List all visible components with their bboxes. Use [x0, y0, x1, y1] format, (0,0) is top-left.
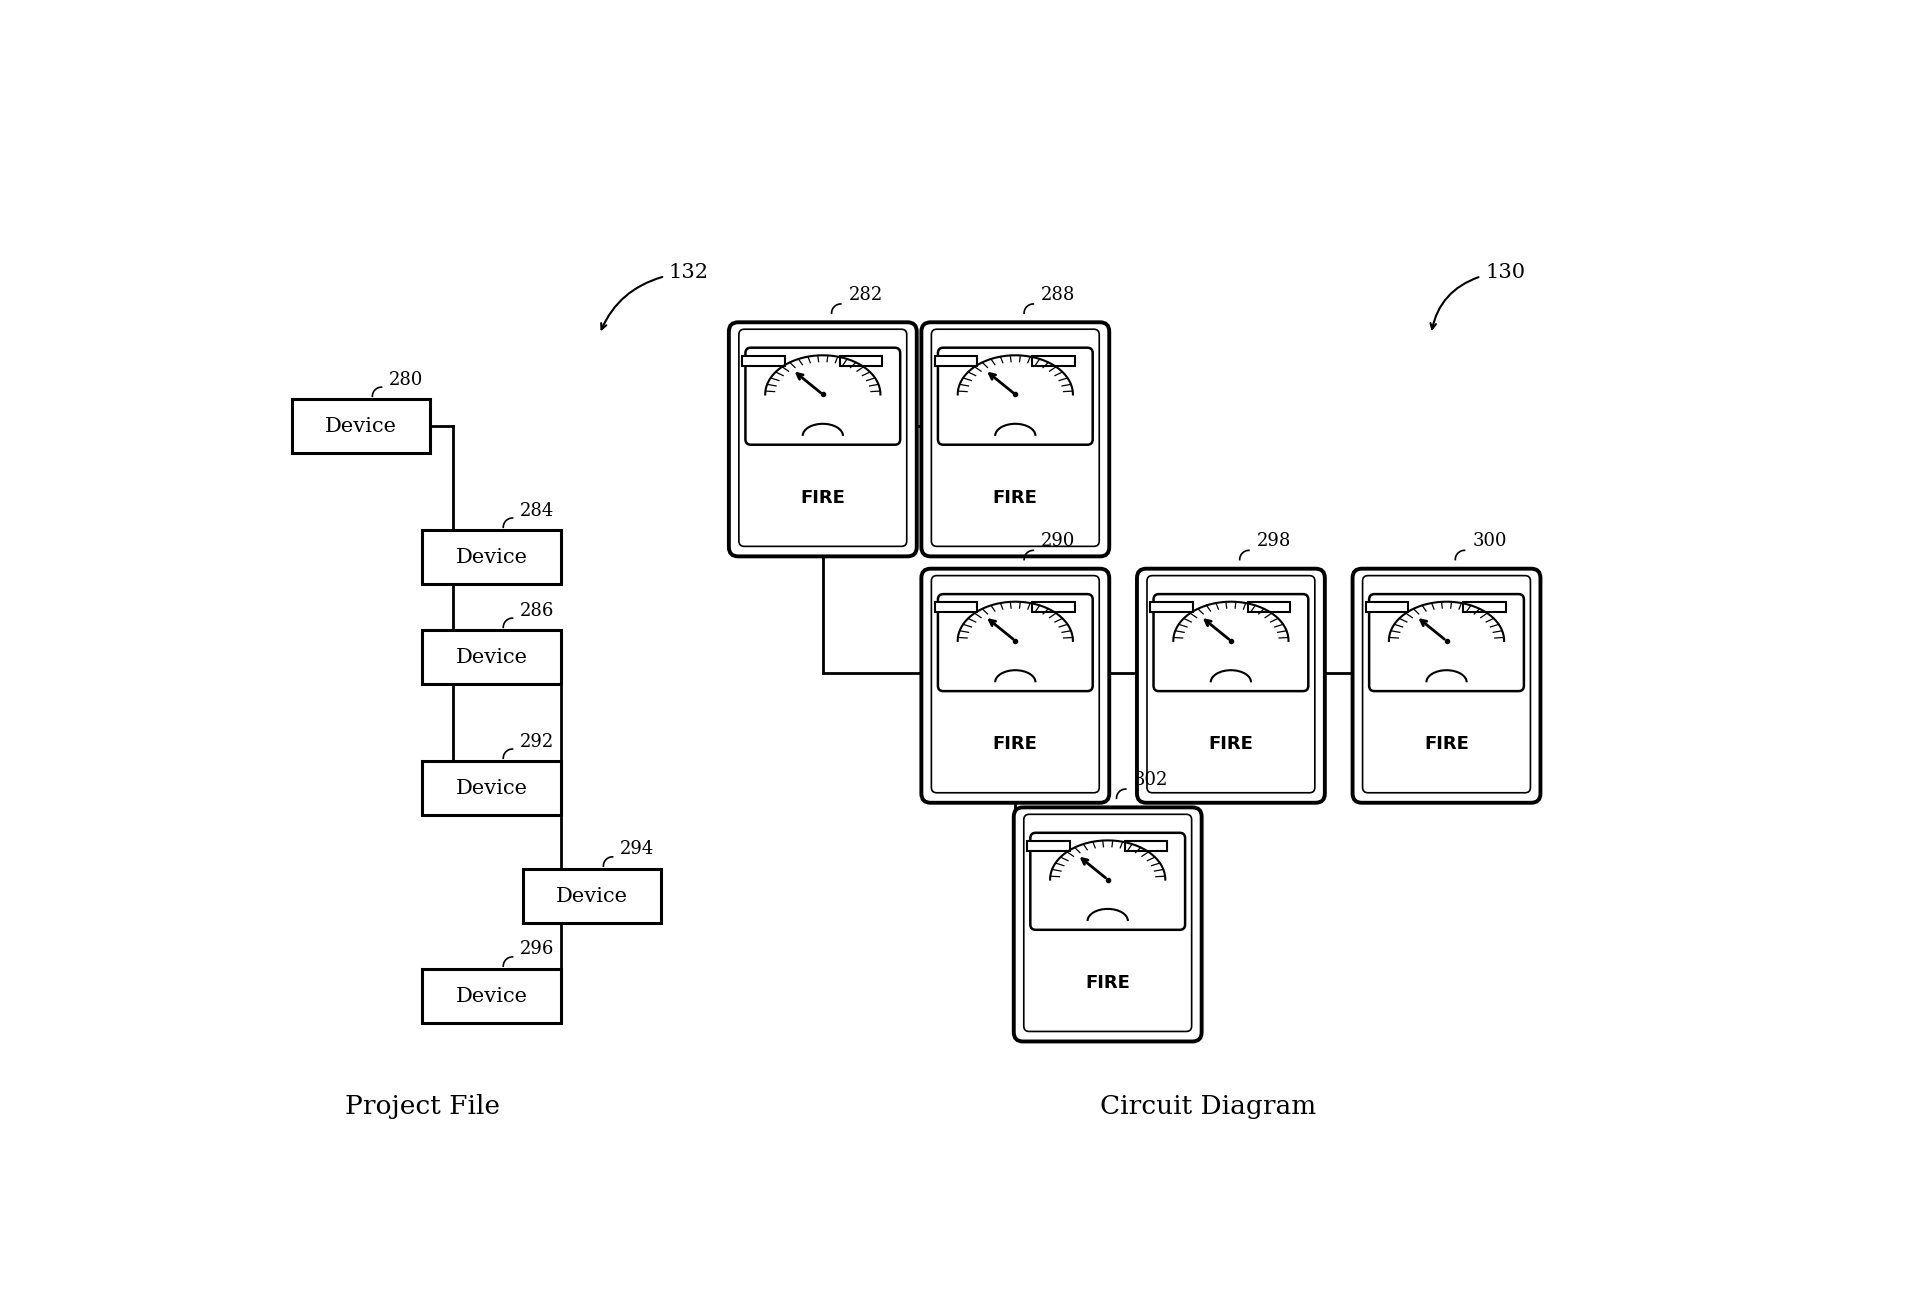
Text: 292: 292	[519, 732, 554, 751]
FancyBboxPatch shape	[1154, 595, 1308, 691]
FancyBboxPatch shape	[1013, 808, 1202, 1042]
Text: Circuit Diagram: Circuit Diagram	[1100, 1094, 1315, 1119]
Bar	[1150, 602, 1192, 613]
Text: 132: 132	[669, 263, 708, 282]
Text: 280: 280	[388, 371, 423, 389]
Text: 130: 130	[1485, 263, 1525, 282]
Text: 302: 302	[1133, 771, 1167, 790]
Bar	[1033, 602, 1075, 613]
Bar	[1248, 602, 1290, 613]
Text: 286: 286	[519, 601, 554, 619]
Bar	[838, 356, 881, 366]
Text: FIRE: FIRE	[992, 489, 1036, 506]
Bar	[423, 969, 562, 1023]
Text: FIRE: FIRE	[800, 489, 844, 506]
Text: FIRE: FIRE	[992, 735, 1036, 753]
Text: Device: Device	[556, 886, 627, 905]
Bar	[935, 602, 977, 613]
Bar	[1463, 602, 1506, 613]
Bar	[523, 869, 662, 922]
FancyBboxPatch shape	[1031, 833, 1185, 930]
Text: Project File: Project File	[344, 1094, 500, 1119]
Bar	[1033, 356, 1075, 366]
Text: Device: Device	[456, 779, 527, 798]
Text: 298: 298	[1256, 532, 1290, 550]
Text: 288: 288	[1040, 286, 1075, 304]
Bar	[1027, 842, 1069, 851]
Bar	[742, 356, 785, 366]
FancyBboxPatch shape	[744, 347, 900, 445]
FancyBboxPatch shape	[921, 323, 1110, 557]
Text: 282: 282	[848, 286, 883, 304]
Text: FIRE: FIRE	[1085, 973, 1129, 991]
Bar	[935, 356, 977, 366]
Text: Device: Device	[456, 648, 527, 667]
Bar	[423, 761, 562, 816]
Text: FIRE: FIRE	[1423, 735, 1467, 753]
Bar	[1365, 602, 1408, 613]
FancyBboxPatch shape	[1369, 595, 1523, 691]
Text: 296: 296	[519, 941, 554, 959]
Text: Device: Device	[456, 548, 527, 567]
Bar	[292, 399, 431, 453]
FancyBboxPatch shape	[921, 569, 1110, 803]
FancyBboxPatch shape	[1352, 569, 1540, 803]
Text: Device: Device	[325, 416, 396, 436]
Text: 284: 284	[519, 502, 554, 519]
Text: Device: Device	[456, 986, 527, 1006]
Bar	[423, 631, 562, 684]
Bar	[423, 531, 562, 584]
Text: 294: 294	[619, 840, 654, 859]
FancyBboxPatch shape	[937, 347, 1092, 445]
Text: 290: 290	[1040, 532, 1075, 550]
Text: FIRE: FIRE	[1208, 735, 1252, 753]
FancyBboxPatch shape	[1136, 569, 1325, 803]
Text: 300: 300	[1471, 532, 1506, 550]
Bar	[1125, 842, 1167, 851]
FancyBboxPatch shape	[729, 323, 915, 557]
FancyBboxPatch shape	[937, 595, 1092, 691]
